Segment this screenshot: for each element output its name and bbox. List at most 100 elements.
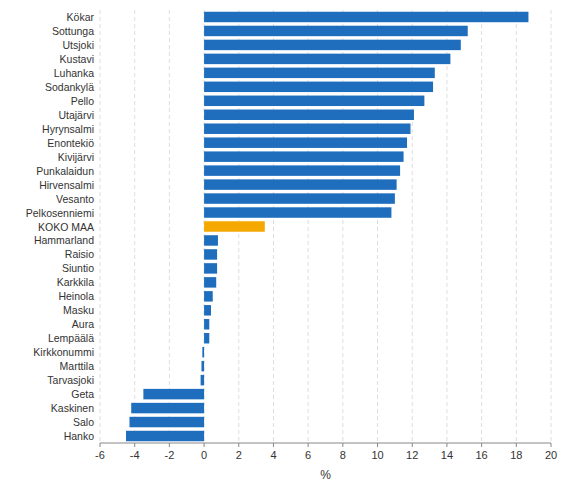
x-tick (204, 443, 205, 447)
bar (204, 82, 433, 92)
bar (204, 291, 213, 301)
category-label: Marttila (60, 360, 95, 372)
x-tick (342, 443, 343, 447)
x-axis-line (100, 443, 551, 444)
category-label: Hirvensalmi (39, 179, 94, 191)
x-tick (446, 443, 447, 447)
category-label: KOKO MAA (38, 221, 94, 233)
bar (204, 165, 400, 175)
category-label: Geta (71, 388, 94, 400)
category-label: Kirkkonummi (33, 346, 94, 358)
x-tick (169, 443, 170, 447)
category-label: Utajärvi (58, 109, 94, 121)
bar (204, 96, 424, 106)
bar (204, 26, 468, 36)
category-label: Raisio (65, 248, 94, 260)
category-label: Masku (63, 304, 94, 316)
category-label: Kaskinen (51, 402, 94, 414)
chart-svg: Hanko Salo Kaskinen Geta Tarvasjoki Marttila K… (0, 0, 567, 491)
category-label: Lempäälä (48, 332, 94, 344)
bar (204, 40, 461, 50)
category-label: Aura (72, 318, 94, 330)
category-label: Sodankylä (45, 81, 94, 93)
category-label: Utsjoki (62, 39, 94, 51)
category-label: Hammarland (34, 234, 94, 246)
x-tick-label: 8 (340, 449, 346, 461)
chart-container: Hanko Salo Kaskinen Geta Tarvasjoki Marttila K… (0, 0, 567, 491)
bar (204, 249, 217, 259)
bar (204, 151, 403, 161)
x-tick-label: -4 (130, 449, 140, 461)
bar (126, 431, 204, 441)
x-tick (551, 443, 552, 447)
x-tick-label: -2 (164, 449, 174, 461)
x-tick (377, 443, 378, 447)
bar (204, 123, 410, 133)
x-axis: -6-4-202468101214161820 (95, 443, 557, 461)
category-label: Salo (73, 416, 94, 428)
category-label: Kivijärvi (58, 151, 94, 163)
grid-line (551, 10, 552, 443)
bar (204, 305, 211, 315)
x-tick-label: 2 (236, 449, 242, 461)
bar (202, 347, 204, 357)
bar (204, 12, 528, 22)
bar (204, 54, 450, 64)
x-tick-label: 4 (270, 449, 276, 461)
grid-line (516, 10, 517, 443)
x-tick-label: 14 (441, 449, 453, 461)
category-label: Pello (71, 95, 95, 107)
category-label: Luhanka (54, 67, 94, 79)
category-label: Karkkila (57, 276, 95, 288)
bar (204, 193, 395, 203)
x-tick-label: 20 (545, 449, 557, 461)
bar (129, 417, 204, 427)
y-tick-labels: Hanko Salo Kaskinen Geta Tarvasjoki Marttila K… (26, 11, 95, 442)
category-label: Tarvasjoki (47, 374, 94, 386)
bar (204, 68, 435, 78)
category-label: Vesanto (56, 193, 94, 205)
x-tick-label: 0 (201, 449, 207, 461)
category-label: Kustavi (60, 53, 94, 65)
bar (204, 235, 218, 245)
bar (143, 389, 204, 399)
bar (204, 137, 407, 147)
grid-line (481, 10, 482, 443)
bars (126, 12, 528, 442)
grid-line (100, 10, 101, 443)
grid-line (134, 10, 135, 443)
x-tick (308, 443, 309, 447)
category-label: Pelkosenniemi (26, 207, 94, 219)
x-tick-label: 10 (371, 449, 383, 461)
x-tick-label: 16 (475, 449, 487, 461)
grid-line (169, 10, 170, 443)
category-label: Enontekiö (47, 137, 94, 149)
bar (204, 277, 216, 287)
x-tick (412, 443, 413, 447)
bar (204, 207, 391, 217)
category-label: Sottunga (52, 25, 94, 37)
category-label: Hyrynsalmi (42, 123, 94, 135)
bar (204, 319, 209, 329)
category-label: Siuntio (62, 262, 94, 274)
category-label: Punkalaidun (36, 165, 94, 177)
category-label: Heinola (58, 290, 94, 302)
x-tick (238, 443, 239, 447)
bar (204, 333, 209, 343)
bar (204, 179, 397, 189)
x-tick (100, 443, 101, 447)
x-tick (481, 443, 482, 447)
x-tick (516, 443, 517, 447)
category-label: Kökar (67, 11, 95, 23)
bar (201, 361, 204, 371)
x-tick-label: 12 (406, 449, 418, 461)
category-label: Hanko (64, 430, 95, 442)
x-axis-label: % (320, 468, 331, 482)
x-tick-label: -6 (95, 449, 105, 461)
bar (204, 263, 217, 273)
grid-line (446, 10, 447, 443)
x-tick (273, 443, 274, 447)
bar (201, 375, 204, 385)
x-tick-label: 6 (305, 449, 311, 461)
x-tick (134, 443, 135, 447)
